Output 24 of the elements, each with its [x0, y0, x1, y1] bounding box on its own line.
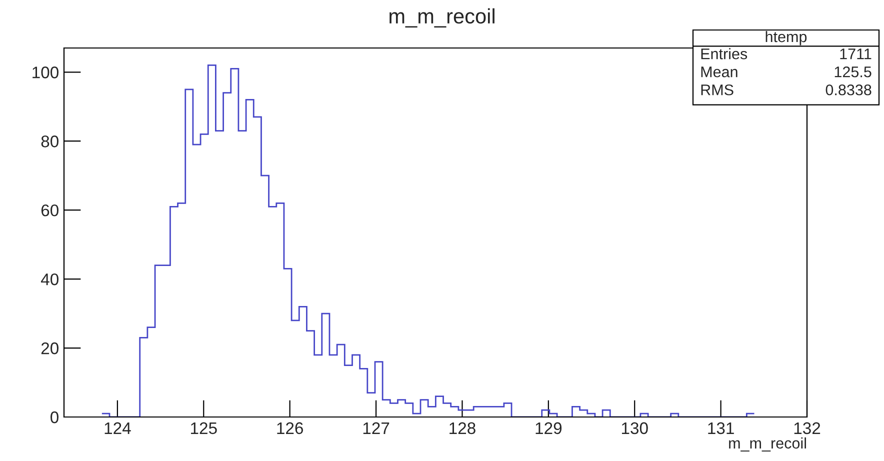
x-axis-title: m_m_recoil	[729, 437, 806, 452]
x-tick-label: 131	[708, 422, 734, 434]
y-tick-label: 100	[32, 66, 58, 78]
text: 125.5	[834, 66, 872, 78]
y-tick-label: 60	[41, 204, 58, 216]
y-tick-label: 0	[50, 411, 58, 424]
x-tick-label: 127	[363, 422, 390, 434]
chart-title: m_m_recoil	[390, 8, 494, 28]
x-tick-label: 128	[450, 422, 476, 434]
x-tick-label: 130	[622, 422, 648, 434]
annotation: Entries	[701, 48, 748, 60]
text: 0.8338	[826, 84, 872, 96]
annotation: Mean	[701, 66, 738, 78]
y-tick-label: 20	[41, 342, 58, 354]
x-tick-label: 125	[191, 422, 217, 434]
y-tick-label: 80	[41, 136, 58, 148]
x-tick-label: 132	[794, 422, 820, 434]
y-tick-label: 40	[40, 273, 58, 286]
x-tick-label: 126	[277, 422, 304, 434]
text: htemp	[766, 30, 807, 46]
annotation: RMS	[701, 84, 734, 96]
x-tick-label: 124	[104, 422, 131, 434]
x-tick-label: 129	[536, 422, 562, 434]
text: 1711	[840, 48, 872, 60]
